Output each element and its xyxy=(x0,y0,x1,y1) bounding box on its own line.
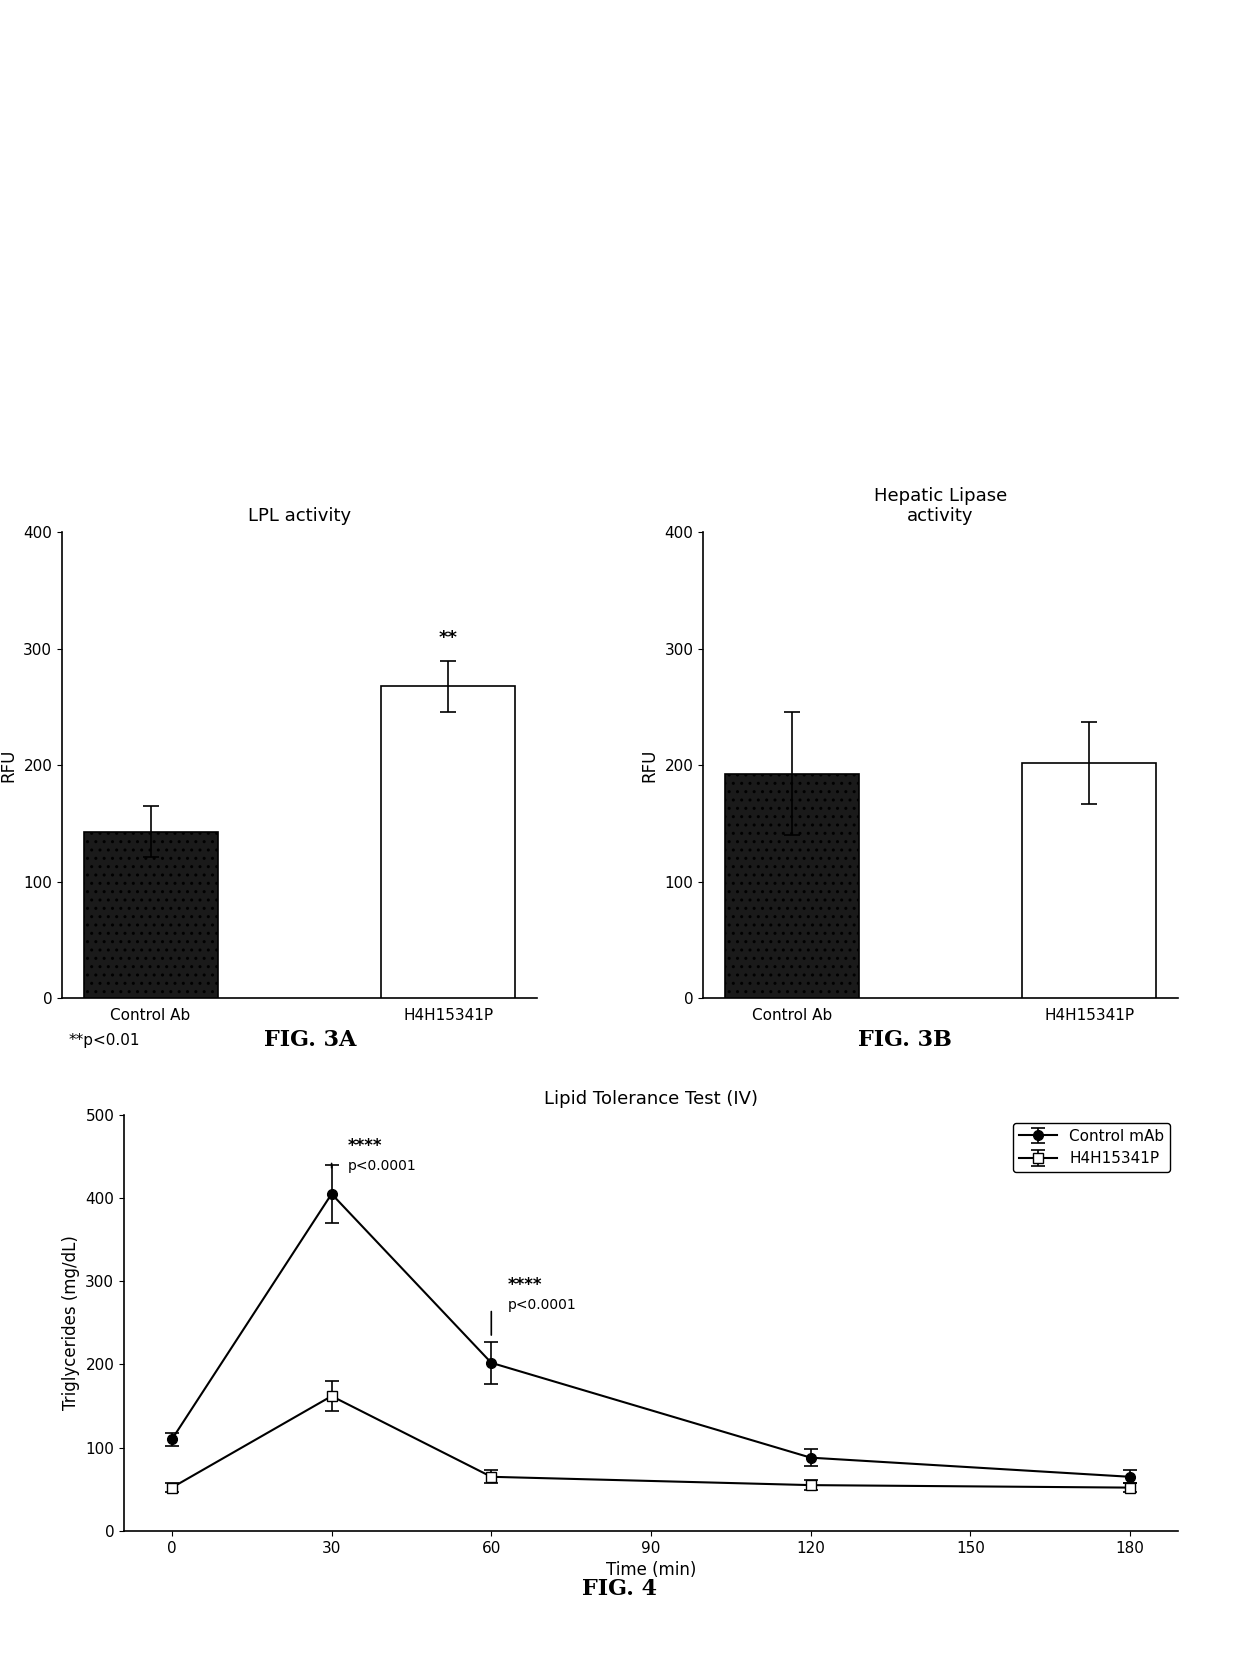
Y-axis label: Triglycerides (mg/dL): Triglycerides (mg/dL) xyxy=(62,1235,79,1411)
Title: Hepatic Lipase
activity: Hepatic Lipase activity xyxy=(874,486,1007,526)
Text: FIG. 3A: FIG. 3A xyxy=(264,1028,356,1052)
Legend: Control mAb, H4H15341P: Control mAb, H4H15341P xyxy=(1013,1123,1171,1173)
Y-axis label: RFU: RFU xyxy=(641,749,658,782)
Bar xyxy=(1023,764,1157,998)
Text: p<0.0001: p<0.0001 xyxy=(347,1160,417,1173)
Text: ****: **** xyxy=(507,1276,542,1295)
Y-axis label: RFU: RFU xyxy=(0,749,17,782)
Text: **: ** xyxy=(439,629,458,647)
Bar xyxy=(724,774,858,998)
Bar xyxy=(83,832,217,998)
Bar xyxy=(382,686,516,998)
Text: ****: **** xyxy=(347,1138,382,1155)
Text: FIG. 4: FIG. 4 xyxy=(583,1577,657,1601)
Title: LPL activity: LPL activity xyxy=(248,508,351,526)
Text: FIG. 3B: FIG. 3B xyxy=(858,1028,952,1052)
Text: **p<0.01: **p<0.01 xyxy=(68,1032,140,1048)
Text: p<0.0001: p<0.0001 xyxy=(507,1298,577,1311)
X-axis label: Time (min): Time (min) xyxy=(606,1561,696,1579)
Title: Lipid Tolerance Test (IV): Lipid Tolerance Test (IV) xyxy=(544,1090,758,1108)
